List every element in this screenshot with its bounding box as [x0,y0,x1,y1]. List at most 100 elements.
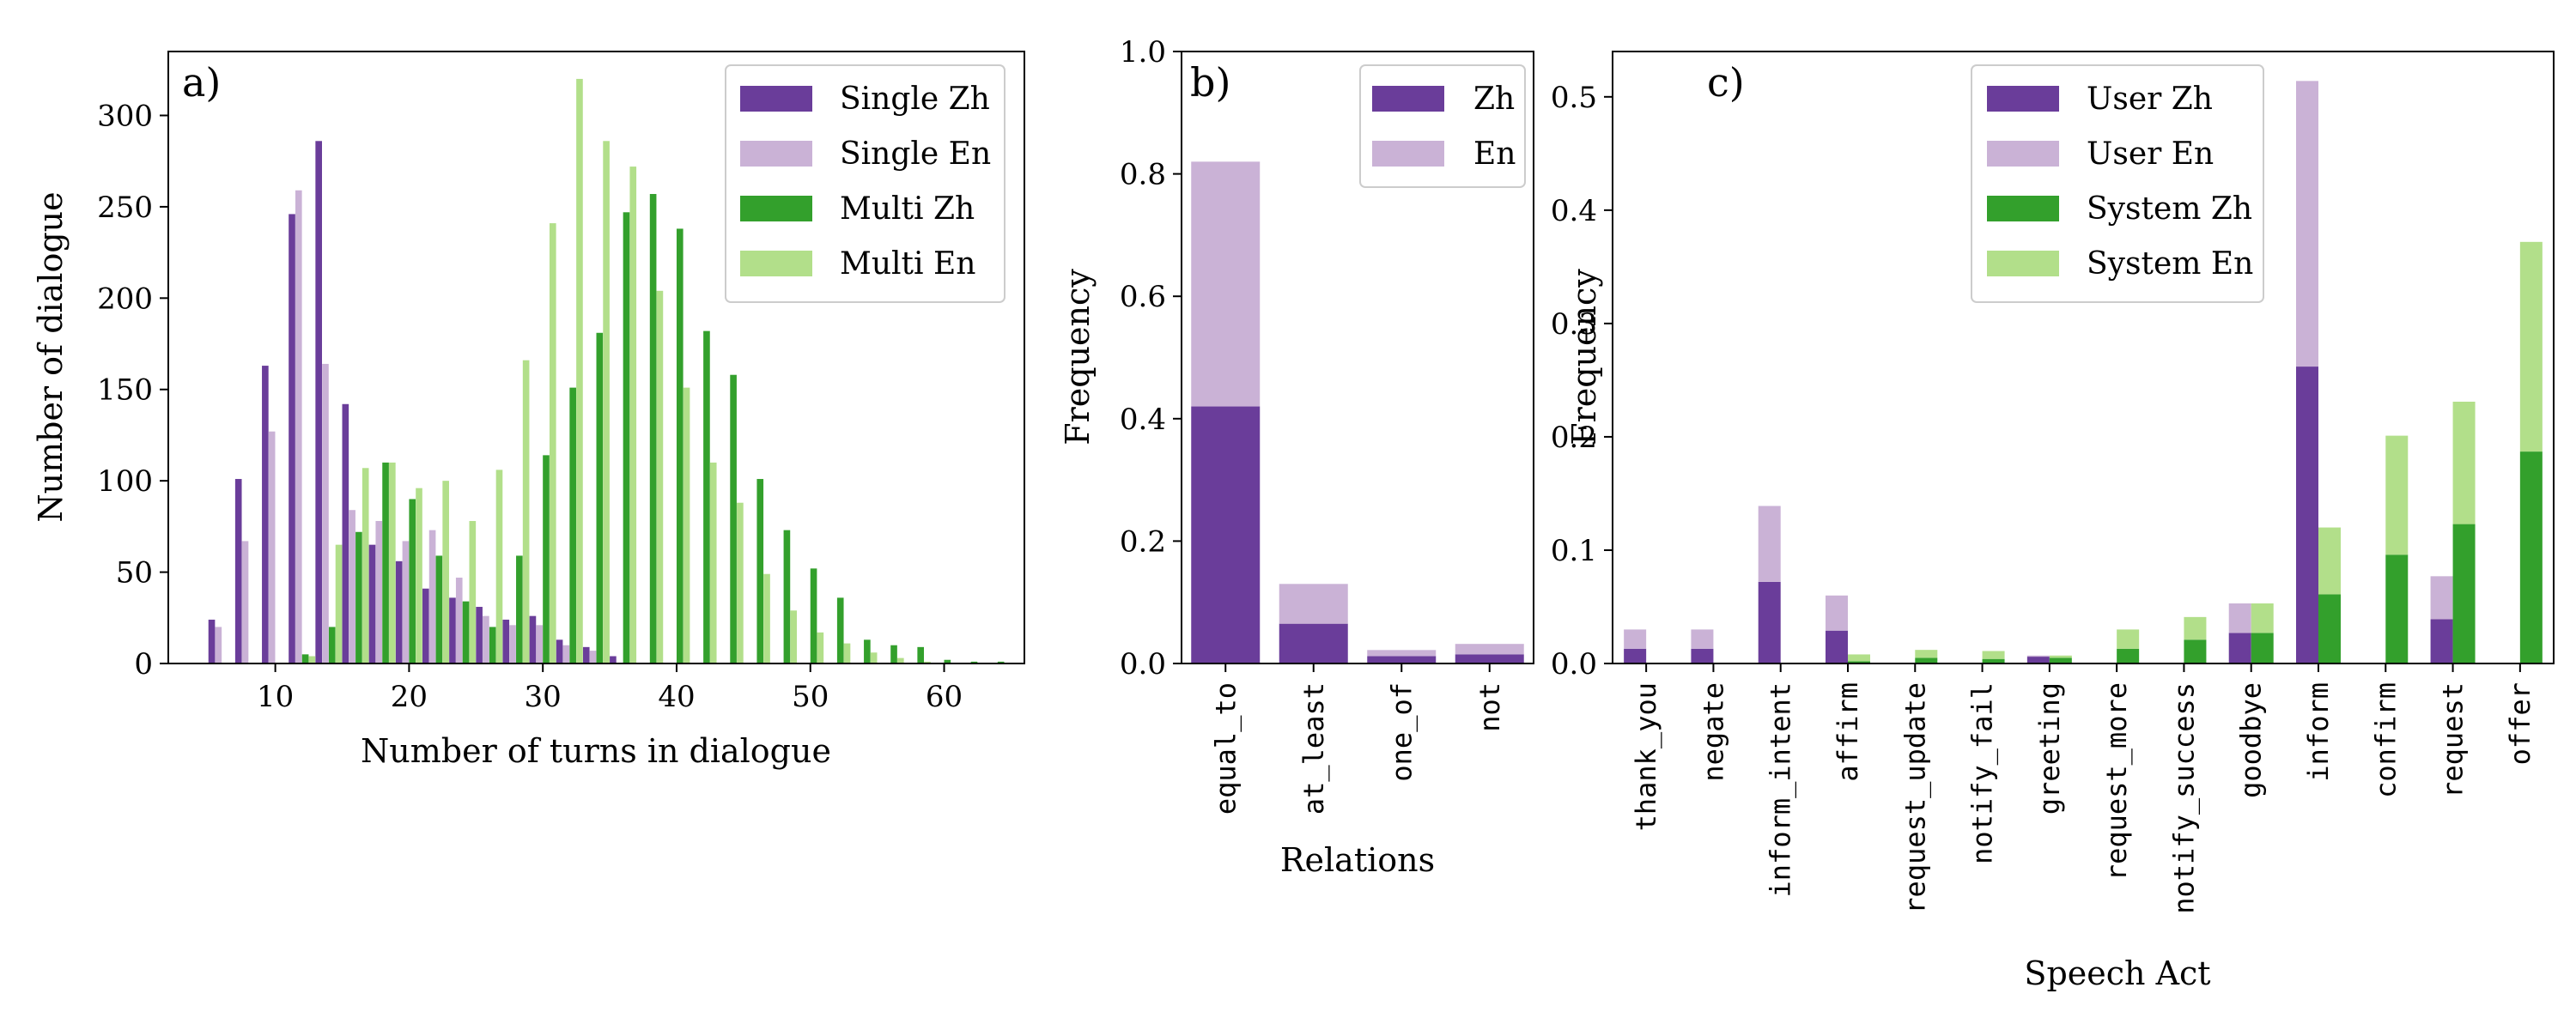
legend-label-en: En [1473,136,1516,172]
bar-system-zh-request [2452,524,2476,663]
y-tick-label-0.4: 0.4 [1551,194,1597,228]
y-tick-label-0.2: 0.2 [1120,524,1166,559]
y-tick-label-0.4: 0.4 [1120,403,1166,437]
bar-system-zh-request-more [2117,648,2140,663]
y-tick-label-0.0: 0.0 [1120,647,1166,682]
bar-user-zh-inform [2296,367,2318,663]
bar-system-zh-notify-fail [1982,658,2005,663]
panel-c-legend: User Zh User En System Zh System En [1971,64,2264,303]
series-multi-zh [301,194,1005,663]
bar-single-en-8 [241,541,249,663]
legend-swatch-system-en [1987,251,2059,276]
bar-multi-en-30 [549,223,556,663]
y-tick-label-0.5: 0.5 [1551,81,1597,115]
panel-c-x-ticks: thank_you negate inform_intent affirm reques… [1630,663,2537,914]
bar-user-zh-request [2430,619,2453,663]
bar-single-en-20 [402,541,410,663]
bar-single-en-16 [349,510,355,663]
bar-multi-en-34 [603,141,610,663]
bar-user-zh-affirm [1826,630,1848,663]
bar-multi-en-58 [924,661,931,663]
bar-multi-zh-24 [462,601,470,663]
legend-label-system-zh: System Zh [2087,191,2252,227]
bar-multi-zh-14 [328,627,336,663]
bar-user-zh-greeting [2026,657,2050,663]
bar-system-en-affirm [1848,654,1870,662]
bar-multi-zh-32 [569,387,576,663]
bar-system-en-request-more [2117,629,2140,649]
bar-single-en-10 [268,431,276,663]
y-tick-label-0.8: 0.8 [1120,158,1166,192]
panel-a-bars [208,78,1005,664]
legend-item-multi-en: Multi En [740,246,975,282]
x-tick-label-greeting: greeting [2033,682,2066,815]
x-tick-label-inform-intent: inform_intent [1765,682,1797,897]
bar-single-zh-6 [208,619,216,663]
bar-en-one-of [1367,650,1437,657]
panel-c-x-axis-label: Speech Act [2024,954,2210,992]
bar-multi-zh-64 [997,661,1005,663]
series-single-zh [208,141,617,663]
y-tick-label-150: 150 [97,373,153,408]
panel-b-x-ticks: equal_to at_least one_of not [1209,663,1506,815]
bar-single-zh-26 [476,607,483,663]
panel-a-histogram: 10 20 30 40 50 60 0 50 100 150 200 250 300 a) Numbe… [32,51,1025,770]
bar-multi-en-42 [709,462,717,663]
bar-single-zh-8 [234,479,242,663]
y-tick-label-0.2: 0.2 [1551,421,1597,455]
y-tick-label-1.0: 1.0 [1120,35,1166,70]
x-tick-label-40: 40 [658,680,695,714]
bar-zh-at-least [1279,623,1348,663]
legend-swatch-single-en [740,141,812,167]
bar-multi-zh-26 [489,627,496,663]
bar-system-zh-notify-success [2184,639,2207,663]
panel-b-y-axis-label: Frequency [1059,269,1097,445]
bar-system-en-offer [2519,241,2543,452]
bar-multi-en-38 [656,290,664,663]
bar-multi-zh-44 [730,374,737,663]
y-tick-label-250: 250 [97,191,153,225]
y-tick-label-300: 300 [97,99,153,133]
bar-single-en-12 [295,190,302,663]
bar-system-zh-affirm [1848,661,1870,663]
legend-swatch-zh [1372,86,1444,112]
panel-c-legend-frame [1971,64,2264,303]
x-tick-label-notify-success: notify_success [2167,682,2200,914]
x-tick-label-60: 60 [926,680,963,714]
x-tick-label-thank-you: thank_you [1630,682,1662,831]
x-tick-label-affirm: affirm [1832,682,1864,782]
bar-user-en-negate [1691,629,1714,649]
bar-multi-zh-38 [649,194,657,663]
bar-multi-en-22 [442,481,449,663]
legend-swatch-multi-en [740,251,812,276]
bar-single-zh-34 [582,646,590,663]
bar-single-zh-14 [315,141,322,663]
bar-system-zh-request-update [1915,657,1938,663]
panel-a-label: a) [182,59,221,106]
panel-a-x-ticks: 10 20 30 40 50 60 [257,663,963,714]
bar-single-zh-24 [449,597,456,663]
bar-en-equal-to [1191,161,1261,407]
x-tick-label-one-of: one_of [1385,682,1418,782]
bar-system-en-notify-fail [1982,651,2005,659]
y-tick-label-50: 50 [116,556,153,591]
panel-c-frame [1612,51,2555,664]
bar-multi-zh-36 [623,212,630,663]
bar-system-en-notify-success [2184,616,2207,640]
legend-swatch-en [1372,141,1444,167]
x-tick-label-confirm: confirm [2369,682,2402,798]
bar-user-zh-negate [1691,648,1714,663]
bar-system-zh-greeting [2049,657,2072,663]
bar-multi-en-36 [629,167,637,664]
bar-single-zh-12 [289,214,295,663]
bar-single-zh-28 [502,619,510,663]
bar-multi-zh-42 [703,330,710,663]
bar-single-en-6 [215,627,222,663]
panel-b-legend: Zh En [1359,64,1526,188]
panel-c-label: c) [1707,59,1745,106]
bar-multi-zh-22 [435,555,443,663]
bar-multi-zh-46 [756,479,764,663]
bar-multi-en-52 [843,643,851,663]
bar-multi-en-28 [522,360,530,663]
